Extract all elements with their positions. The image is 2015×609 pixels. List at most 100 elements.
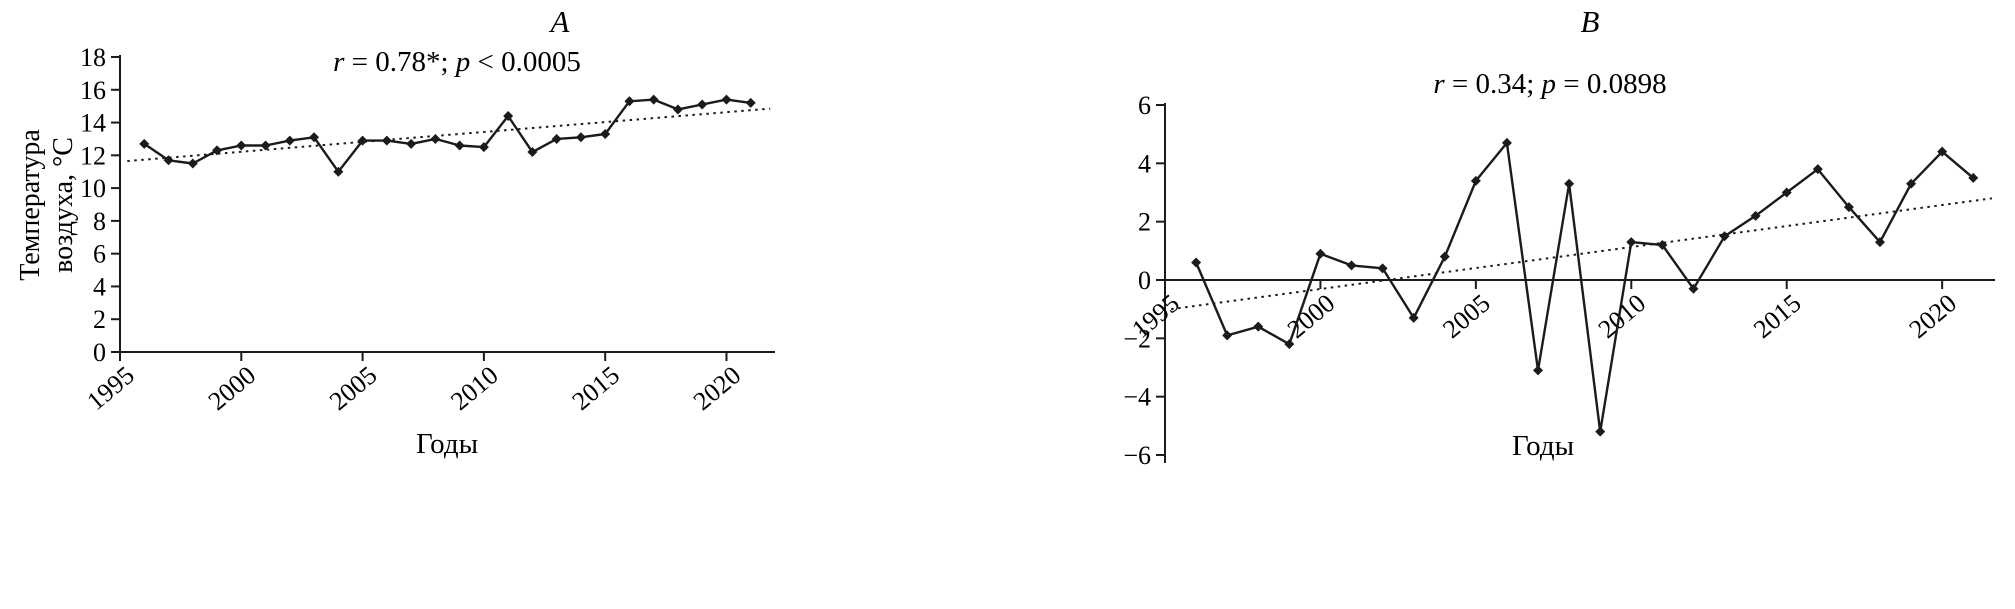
data-marker (1501, 137, 1512, 148)
p-symbol: p (455, 46, 471, 78)
data-marker (163, 155, 174, 166)
x-tick-label: 2005 (324, 360, 382, 416)
data-marker (333, 166, 344, 177)
data-marker (1937, 146, 1948, 157)
chart-a-annotation: r = 0.78*; p < 0.0005 (333, 46, 581, 79)
data-marker (1874, 237, 1885, 248)
data-marker (1439, 251, 1450, 262)
data-marker (1968, 172, 1979, 183)
data-marker (1719, 231, 1730, 242)
data-marker (139, 138, 150, 149)
x-tick-label: 2000 (203, 360, 261, 416)
chart-b-title: В (1580, 4, 1600, 39)
data-marker (745, 97, 756, 108)
x-tick-label: 2005 (1437, 288, 1495, 344)
y-tick-label: −4 (1123, 383, 1151, 412)
chart-b-x-axis-label: Годы (1511, 430, 1575, 462)
chart-a-x-axis-label: Годы (415, 428, 479, 460)
data-marker (672, 104, 683, 115)
chart-a-title: А (550, 4, 570, 39)
data-marker (1253, 321, 1264, 332)
chart-a-plot-area: 0 2 4 6 8 10 12 14 16 18 1995 2000 2005 2010 2015 2020 (80, 43, 775, 416)
data-marker (600, 129, 611, 140)
data-marker (1315, 248, 1326, 259)
data-marker (1657, 240, 1668, 250)
data-marker (575, 132, 586, 143)
data-marker (1564, 178, 1575, 189)
data-marker (721, 94, 732, 105)
chart-b-annotation: r = 0.34; p = 0.0898 (1433, 68, 1666, 101)
x-tick-label: 1995 (81, 360, 139, 416)
data-marker (527, 147, 538, 158)
data-marker (1191, 257, 1202, 268)
data-marker (503, 111, 514, 121)
data-marker (1408, 312, 1419, 323)
data-marker (1906, 178, 1917, 189)
series-line (143, 98, 751, 173)
y-tick-label: 4 (1138, 149, 1151, 178)
data-marker (187, 158, 198, 169)
y-tick-label: 14 (80, 109, 106, 138)
r-value: = 0.78*; (344, 46, 456, 78)
trend-line (1171, 197, 1993, 311)
data-marker (1781, 187, 1792, 198)
r-symbol: r (333, 46, 345, 78)
data-marker (1470, 175, 1481, 186)
data-marker (1750, 210, 1761, 221)
data-marker (1377, 263, 1388, 274)
x-tick-label: 2020 (688, 360, 746, 416)
data-marker (1284, 339, 1295, 350)
data-marker (1843, 202, 1854, 213)
data-marker (1812, 164, 1823, 175)
x-tick-label: 2015 (567, 360, 625, 416)
data-marker (357, 135, 368, 146)
x-tick-label: 2020 (1904, 288, 1962, 344)
r-symbol: r (1433, 68, 1445, 100)
data-marker (697, 99, 708, 110)
x-tick-label: 2000 (1282, 288, 1340, 344)
y-tick-label: 0 (93, 338, 106, 367)
series-line (1194, 141, 1974, 433)
data-marker (1626, 237, 1637, 248)
x-tick-label: 2010 (445, 360, 503, 416)
data-marker (478, 142, 489, 153)
data-marker (430, 133, 441, 144)
data-marker (1595, 426, 1606, 437)
y-tick-label: 0 (1138, 266, 1151, 295)
y-tick-label: 6 (93, 240, 106, 269)
data-marker (284, 135, 295, 146)
trend-line (127, 107, 771, 163)
data-marker (1346, 260, 1357, 271)
y-tick-label: 8 (93, 207, 106, 236)
data-marker (381, 135, 392, 146)
data-marker (212, 145, 223, 156)
r-value: = 0.34; (1444, 68, 1542, 100)
p-symbol: p (1541, 68, 1557, 100)
data-marker (260, 140, 271, 151)
data-marker (406, 138, 417, 149)
y-tick-label: 16 (80, 76, 106, 105)
y-tick-label: −6 (1123, 441, 1151, 470)
data-marker (1688, 283, 1699, 294)
data-marker (624, 96, 635, 107)
data-marker (309, 132, 320, 143)
data-marker (454, 140, 465, 151)
data-marker (648, 94, 659, 105)
x-tick-label: 2015 (1748, 288, 1806, 344)
data-marker (236, 140, 247, 151)
data-marker (1222, 330, 1233, 341)
y-tick-label: −2 (1123, 324, 1151, 353)
y-tick-label: 18 (80, 43, 106, 72)
y-tick-label: 10 (80, 174, 106, 203)
p-value: = 0.0898 (1556, 68, 1667, 100)
y-tick-label: 12 (80, 141, 106, 170)
y-tick-label: 4 (93, 272, 106, 301)
p-value: < 0.0005 (470, 46, 581, 78)
y-tick-label: 2 (93, 305, 106, 334)
data-marker (1533, 365, 1544, 376)
y-tick-label: 6 (1138, 91, 1151, 120)
data-marker (551, 133, 562, 144)
y-tick-label: 2 (1138, 208, 1151, 237)
